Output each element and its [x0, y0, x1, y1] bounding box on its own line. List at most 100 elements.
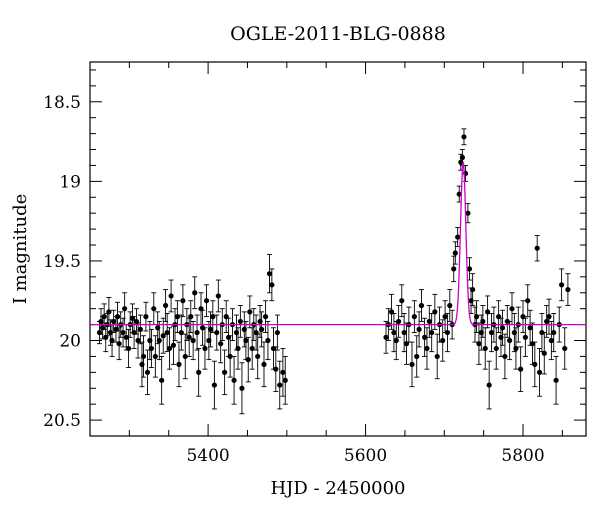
data-point — [544, 318, 550, 325]
data-point — [214, 329, 220, 336]
data-point — [274, 329, 280, 336]
data-point — [125, 345, 132, 352]
data-point — [111, 318, 117, 325]
data-point — [504, 318, 510, 325]
data-point — [231, 377, 237, 383]
data-point — [180, 298, 186, 304]
y-tick-label: 20.5 — [43, 411, 81, 431]
data-point — [156, 337, 162, 344]
chart-title: OGLE-2011-BLG-0888 — [230, 23, 446, 45]
y-tick-label: 19 — [59, 172, 81, 192]
data-point — [465, 210, 471, 216]
data-point — [488, 329, 495, 336]
data-point — [548, 337, 554, 344]
y-axis-label: I magnitude — [10, 194, 31, 305]
data-point — [277, 382, 283, 388]
data-point — [461, 134, 467, 140]
data-point — [393, 337, 399, 344]
error-bars — [96, 128, 571, 415]
data-point — [409, 361, 415, 367]
data-point — [282, 377, 288, 383]
data-point — [434, 353, 440, 360]
axis-tick-labels: 5400 5600 5800 18.5 19 19.5 20 20.5 — [43, 93, 545, 466]
data-point — [261, 361, 267, 367]
data-point — [129, 315, 136, 321]
data-point — [257, 318, 263, 325]
data-point — [553, 377, 559, 383]
x-tick-label: 5600 — [344, 446, 387, 466]
data-point — [484, 309, 491, 315]
data-point — [143, 314, 149, 320]
data-point — [202, 345, 208, 352]
data-point — [476, 341, 482, 347]
data-point — [520, 314, 526, 320]
data-point — [194, 329, 200, 336]
data-point — [144, 369, 151, 375]
data-point — [147, 337, 153, 344]
data-point — [273, 366, 279, 372]
data-point — [98, 318, 104, 325]
x-tick-label: 5800 — [501, 446, 544, 466]
data-point — [152, 353, 158, 360]
data-point — [414, 353, 420, 360]
data-point — [168, 293, 174, 299]
data-point — [383, 334, 389, 340]
data-point — [536, 369, 543, 375]
model-curve — [90, 162, 586, 326]
data-point — [190, 337, 196, 344]
data-point — [188, 314, 194, 320]
data-point — [432, 309, 438, 315]
data-point — [206, 337, 212, 344]
data-point — [140, 353, 147, 360]
data-point — [507, 337, 513, 344]
data-point — [411, 314, 417, 320]
data-point — [551, 329, 557, 336]
data-point — [207, 326, 214, 332]
data-point — [122, 306, 128, 312]
data-point — [107, 329, 114, 336]
data-point — [422, 334, 428, 340]
data-point — [162, 302, 169, 309]
data-point — [502, 353, 508, 360]
data-point — [99, 325, 106, 331]
axis-ticks — [90, 62, 586, 436]
data-point — [164, 329, 170, 336]
data-point — [424, 345, 430, 352]
data-point — [186, 334, 192, 340]
data-point — [391, 329, 397, 336]
data-point — [159, 377, 165, 383]
data-point — [170, 342, 177, 348]
data-point — [223, 314, 229, 320]
data-point — [235, 345, 241, 352]
data-point — [96, 329, 103, 336]
plot-frame — [89, 61, 587, 437]
data-point — [403, 341, 410, 347]
data-point — [532, 361, 538, 367]
data-point — [196, 369, 202, 375]
data-point — [182, 353, 188, 360]
data-point — [255, 353, 261, 360]
data-point — [192, 290, 198, 296]
data-point — [416, 326, 422, 332]
data-point — [114, 314, 121, 320]
data-point — [493, 345, 499, 352]
data-point — [473, 314, 480, 320]
data-point — [511, 329, 517, 336]
data-point — [215, 293, 221, 299]
data-point — [237, 318, 243, 325]
data-point — [458, 159, 464, 165]
data-point — [218, 341, 224, 347]
data-point — [225, 334, 232, 340]
data-point — [527, 325, 533, 331]
data-point — [496, 314, 502, 320]
y-tick-label: 19.5 — [43, 252, 81, 272]
data-point — [456, 191, 462, 197]
data-point — [522, 334, 528, 340]
data-point — [558, 282, 565, 288]
data-point — [203, 298, 210, 304]
x-tick-label: 5400 — [186, 446, 229, 466]
data-point — [211, 382, 217, 388]
data-point — [245, 357, 251, 363]
data-point — [444, 329, 451, 336]
